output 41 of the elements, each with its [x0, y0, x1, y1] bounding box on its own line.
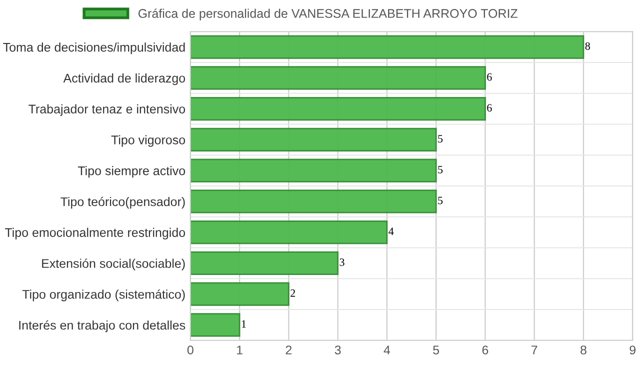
x-tick-label: 7 [532, 346, 538, 354]
x-tick-label: 1 [237, 346, 242, 354]
y-tick-label: Tipo emocionalmente restringido [4, 228, 186, 240]
x-tick-label: 0 [187, 346, 194, 354]
data-label: 4 [388, 228, 394, 235]
data-label: 8 [585, 42, 590, 50]
y-tick-label: Tipo teórico(pensador) [60, 196, 185, 209]
x-tick-label: 4 [384, 346, 390, 354]
legend-label: Gráfica de personalidad de VANESSA ELIZABETH ARROYO TORIZ [138, 8, 518, 20]
data-label: 5 [438, 196, 443, 204]
bar [190, 220, 388, 244]
bar [190, 190, 437, 214]
bar [190, 313, 240, 337]
bar [190, 282, 290, 306]
data-label: 1 [242, 320, 246, 328]
y-tick-label: Tipo siempre activo [78, 166, 186, 178]
x-tick-label: 5 [433, 346, 440, 354]
bar [190, 158, 437, 182]
bar [190, 66, 486, 90]
x-tick-label: 9 [630, 346, 636, 354]
x-tick-label: 2 [286, 346, 292, 354]
y-tick-label: Interés en trabajo con detalles [19, 320, 186, 332]
bar [190, 35, 584, 59]
y-tick-label: Toma de decisiones/impulsividad [3, 42, 185, 54]
y-tick-label: Trabajador tenaz e intensivo [28, 104, 186, 116]
data-label: 6 [487, 73, 492, 81]
x-tick-label: 8 [580, 346, 586, 354]
data-label: 6 [487, 104, 492, 112]
data-label: 5 [438, 166, 443, 174]
x-tick-label: 3 [334, 346, 341, 354]
y-tick-label: Actividad de liderazgo [63, 73, 186, 86]
data-label: 3 [340, 258, 344, 266]
y-tick-label: Tipo organizado (sistemático) [22, 289, 185, 302]
bar [190, 251, 339, 275]
y-tick-label: Tipo vigoroso [111, 135, 186, 147]
y-tick-label: Extensión social(sociable) [42, 258, 185, 270]
data-label: 5 [438, 135, 443, 142]
bar [190, 97, 486, 121]
bar [190, 128, 437, 152]
data-label: 2 [290, 289, 296, 297]
x-tick-label: 6 [482, 346, 488, 354]
